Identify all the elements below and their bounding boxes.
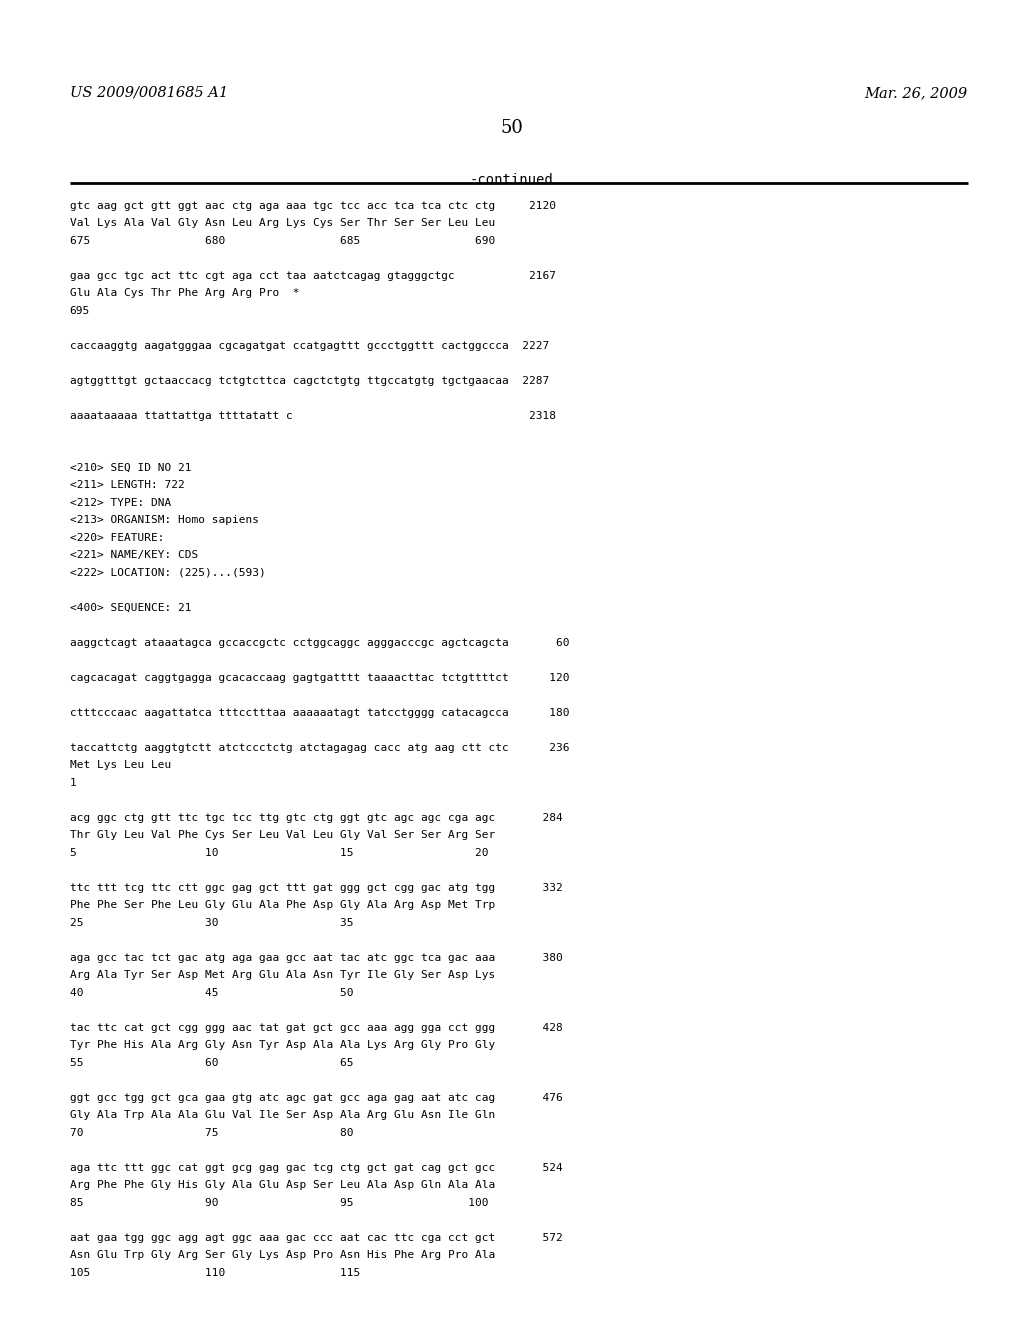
Text: <400> SEQUENCE: 21: <400> SEQUENCE: 21 bbox=[70, 603, 191, 612]
Text: US 2009/0081685 A1: US 2009/0081685 A1 bbox=[70, 86, 227, 100]
Text: Tyr Phe His Ala Arg Gly Asn Tyr Asp Ala Ala Lys Arg Gly Pro Gly: Tyr Phe His Ala Arg Gly Asn Tyr Asp Ala … bbox=[70, 1040, 495, 1051]
Text: -continued: -continued bbox=[470, 173, 554, 187]
Text: 40                  45                  50: 40 45 50 bbox=[70, 987, 353, 998]
Text: caccaaggtg aagatgggaa cgcagatgat ccatgagttt gccctggttt cactggccca  2227: caccaaggtg aagatgggaa cgcagatgat ccatgag… bbox=[70, 341, 549, 351]
Text: tac ttc cat gct cgg ggg aac tat gat gct gcc aaa agg gga cct ggg       428: tac ttc cat gct cgg ggg aac tat gat gct … bbox=[70, 1023, 562, 1032]
Text: acg ggc ctg gtt ttc tgc tcc ttg gtc ctg ggt gtc agc agc cga agc       284: acg ggc ctg gtt ttc tgc tcc ttg gtc ctg … bbox=[70, 813, 562, 822]
Text: agtggtttgt gctaaccacg tctgtcttca cagctctgtg ttgccatgtg tgctgaacaa  2287: agtggtttgt gctaaccacg tctgtcttca cagctct… bbox=[70, 376, 549, 385]
Text: Arg Ala Tyr Ser Asp Met Arg Glu Ala Asn Tyr Ile Gly Ser Asp Lys: Arg Ala Tyr Ser Asp Met Arg Glu Ala Asn … bbox=[70, 970, 495, 981]
Text: 105                 110                 115: 105 110 115 bbox=[70, 1267, 359, 1278]
Text: 55                  60                  65: 55 60 65 bbox=[70, 1057, 353, 1068]
Text: <211> LENGTH: 722: <211> LENGTH: 722 bbox=[70, 480, 184, 491]
Text: ggt gcc tgg gct gca gaa gtg atc agc gat gcc aga gag aat atc cag       476: ggt gcc tgg gct gca gaa gtg atc agc gat … bbox=[70, 1093, 562, 1102]
Text: 25                  30                  35: 25 30 35 bbox=[70, 917, 353, 928]
Text: ttc ttt tcg ttc ctt ggc gag gct ttt gat ggg gct cgg gac atg tgg       332: ttc ttt tcg ttc ctt ggc gag gct ttt gat … bbox=[70, 883, 562, 892]
Text: Gly Ala Trp Ala Ala Glu Val Ile Ser Asp Ala Arg Glu Asn Ile Gln: Gly Ala Trp Ala Ala Glu Val Ile Ser Asp … bbox=[70, 1110, 495, 1121]
Text: <220> FEATURE:: <220> FEATURE: bbox=[70, 533, 164, 543]
Text: <213> ORGANISM: Homo sapiens: <213> ORGANISM: Homo sapiens bbox=[70, 516, 259, 525]
Text: 50: 50 bbox=[501, 119, 523, 137]
Text: 695: 695 bbox=[70, 306, 90, 315]
Text: cagcacagat caggtgagga gcacaccaag gagtgatttt taaaacttac tctgttttct      120: cagcacagat caggtgagga gcacaccaag gagtgat… bbox=[70, 673, 569, 682]
Text: aaggctcagt ataaatagca gccaccgctc cctggcaggc agggacccgc agctcagcta       60: aaggctcagt ataaatagca gccaccgctc cctggca… bbox=[70, 638, 569, 648]
Text: 1: 1 bbox=[70, 777, 77, 788]
Text: aaaataaaaa ttattattga ttttatatt c                                   2318: aaaataaaaa ttattattga ttttatatt c 2318 bbox=[70, 411, 556, 421]
Text: Val Lys Ala Val Gly Asn Leu Arg Lys Cys Ser Thr Ser Ser Leu Leu: Val Lys Ala Val Gly Asn Leu Arg Lys Cys … bbox=[70, 218, 495, 228]
Text: aat gaa tgg ggc agg agt ggc aaa gac ccc aat cac ttc cga cct gct       572: aat gaa tgg ggc agg agt ggc aaa gac ccc … bbox=[70, 1233, 562, 1242]
Text: <210> SEQ ID NO 21: <210> SEQ ID NO 21 bbox=[70, 463, 191, 473]
Text: Mar. 26, 2009: Mar. 26, 2009 bbox=[864, 86, 968, 100]
Text: aga gcc tac tct gac atg aga gaa gcc aat tac atc ggc tca gac aaa       380: aga gcc tac tct gac atg aga gaa gcc aat … bbox=[70, 953, 562, 962]
Text: Met Lys Leu Leu: Met Lys Leu Leu bbox=[70, 760, 171, 771]
Text: Phe Phe Ser Phe Leu Gly Glu Ala Phe Asp Gly Ala Arg Asp Met Trp: Phe Phe Ser Phe Leu Gly Glu Ala Phe Asp … bbox=[70, 900, 495, 911]
Text: 85                  90                  95                 100: 85 90 95 100 bbox=[70, 1197, 488, 1208]
Text: aga ttc ttt ggc cat ggt gcg gag gac tcg ctg gct gat cag gct gcc       524: aga ttc ttt ggc cat ggt gcg gag gac tcg … bbox=[70, 1163, 562, 1172]
Text: Glu Ala Cys Thr Phe Arg Arg Pro  *: Glu Ala Cys Thr Phe Arg Arg Pro * bbox=[70, 288, 299, 298]
Text: <221> NAME/KEY: CDS: <221> NAME/KEY: CDS bbox=[70, 550, 198, 561]
Text: Arg Phe Phe Gly His Gly Ala Glu Asp Ser Leu Ala Asp Gln Ala Ala: Arg Phe Phe Gly His Gly Ala Glu Asp Ser … bbox=[70, 1180, 495, 1191]
Text: 5                   10                  15                  20: 5 10 15 20 bbox=[70, 847, 488, 858]
Text: Asn Glu Trp Gly Arg Ser Gly Lys Asp Pro Asn His Phe Arg Pro Ala: Asn Glu Trp Gly Arg Ser Gly Lys Asp Pro … bbox=[70, 1250, 495, 1261]
Text: 675                 680                 685                 690: 675 680 685 690 bbox=[70, 236, 495, 246]
Text: gaa gcc tgc act ttc cgt aga cct taa aatctcagag gtagggctgc           2167: gaa gcc tgc act ttc cgt aga cct taa aatc… bbox=[70, 271, 556, 281]
Text: ctttcccaac aagattatca tttcctttaa aaaaaatagt tatcctgggg catacagcca      180: ctttcccaac aagattatca tttcctttaa aaaaaat… bbox=[70, 708, 569, 718]
Text: <222> LOCATION: (225)...(593): <222> LOCATION: (225)...(593) bbox=[70, 568, 265, 578]
Text: gtc aag gct gtt ggt aac ctg aga aaa tgc tcc acc tca tca ctc ctg     2120: gtc aag gct gtt ggt aac ctg aga aaa tgc … bbox=[70, 201, 556, 211]
Text: 70                  75                  80: 70 75 80 bbox=[70, 1127, 353, 1138]
Text: Thr Gly Leu Val Phe Cys Ser Leu Val Leu Gly Val Ser Ser Arg Ser: Thr Gly Leu Val Phe Cys Ser Leu Val Leu … bbox=[70, 830, 495, 841]
Text: taccattctg aaggtgtctt atctccctctg atctagagag cacc atg aag ctt ctc      236: taccattctg aaggtgtctt atctccctctg atctag… bbox=[70, 743, 569, 752]
Text: <212> TYPE: DNA: <212> TYPE: DNA bbox=[70, 498, 171, 508]
